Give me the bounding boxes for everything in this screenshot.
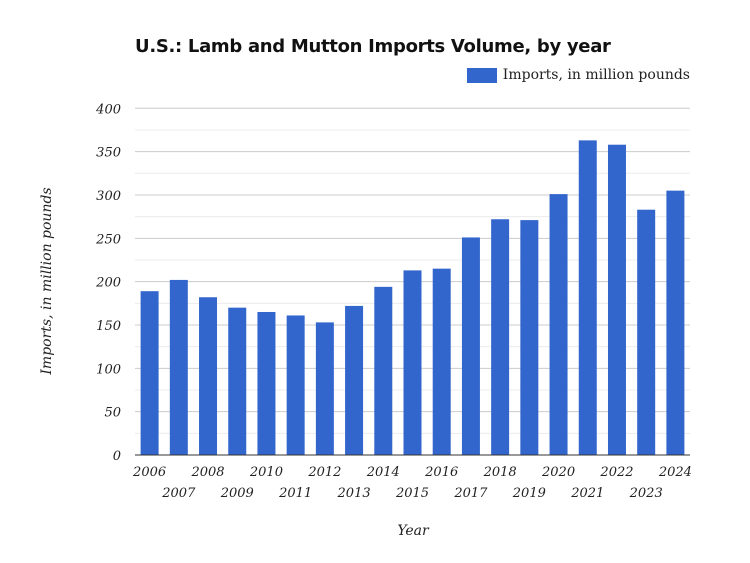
y-tick-label: 400 bbox=[95, 102, 121, 117]
bar-2024 bbox=[666, 190, 685, 456]
x-tick-label: 2009 bbox=[220, 486, 254, 501]
bar-2016 bbox=[432, 268, 451, 455]
chart-title: U.S.: Lamb and Mutton Imports Volume, by… bbox=[135, 36, 611, 57]
bar-2007 bbox=[169, 279, 188, 455]
bar-2010 bbox=[257, 311, 276, 455]
y-tick-label: 150 bbox=[96, 319, 121, 334]
x-tick-label: 2007 bbox=[161, 486, 196, 501]
x-tick-label: 2006 bbox=[132, 465, 166, 480]
bar-2014 bbox=[374, 286, 393, 455]
y-tick-label: 200 bbox=[95, 276, 121, 291]
y-tick-label: 350 bbox=[96, 146, 121, 161]
x-tick-label: 2012 bbox=[307, 465, 341, 480]
bar-2006 bbox=[140, 291, 159, 455]
x-tick-label: 2019 bbox=[512, 486, 546, 501]
legend-label: Imports, in million pounds bbox=[502, 67, 690, 83]
x-tick-label: 2008 bbox=[190, 465, 224, 480]
bar-2017 bbox=[461, 237, 480, 455]
bar-2015 bbox=[403, 270, 422, 455]
y-tick-label: 100 bbox=[96, 362, 121, 377]
bar-2022 bbox=[607, 144, 626, 456]
x-tick-label: 2015 bbox=[395, 486, 429, 501]
bar-2018 bbox=[491, 219, 510, 455]
y-tick-label: 50 bbox=[104, 406, 121, 421]
bar-2021 bbox=[578, 140, 597, 455]
bar-2020 bbox=[549, 194, 568, 455]
bar-2013 bbox=[345, 305, 364, 455]
y-tick-label: 250 bbox=[95, 232, 121, 247]
x-tick-label: 2020 bbox=[541, 465, 575, 480]
x-axis-title: Year bbox=[397, 523, 430, 539]
bar-2023 bbox=[637, 209, 656, 455]
x-tick-label: 2013 bbox=[337, 486, 371, 501]
x-tick-label: 2022 bbox=[599, 465, 633, 480]
bar-2012 bbox=[315, 322, 334, 455]
x-tick-label: 2014 bbox=[366, 465, 400, 480]
x-tick-label: 2018 bbox=[483, 465, 517, 480]
bar-2009 bbox=[228, 307, 247, 455]
x-tick-label: 2023 bbox=[629, 486, 663, 501]
legend-swatch bbox=[466, 67, 497, 83]
y-tick-label: 0 bbox=[113, 449, 121, 464]
bar-2019 bbox=[520, 220, 539, 455]
x-tick-label: 2010 bbox=[249, 465, 283, 480]
x-tick-label: 2016 bbox=[424, 465, 458, 480]
x-tick-label: 2017 bbox=[453, 486, 488, 501]
bar-2011 bbox=[286, 315, 305, 455]
x-tick-label: 2021 bbox=[570, 486, 604, 501]
x-tick-label: 2011 bbox=[278, 486, 312, 501]
legend: Imports, in million pounds bbox=[466, 67, 690, 83]
x-tick-label: 2024 bbox=[658, 465, 692, 480]
y-axis-title: Imports, in million pounds bbox=[39, 187, 55, 375]
bar-2008 bbox=[199, 297, 218, 455]
y-tick-label: 300 bbox=[96, 189, 121, 204]
